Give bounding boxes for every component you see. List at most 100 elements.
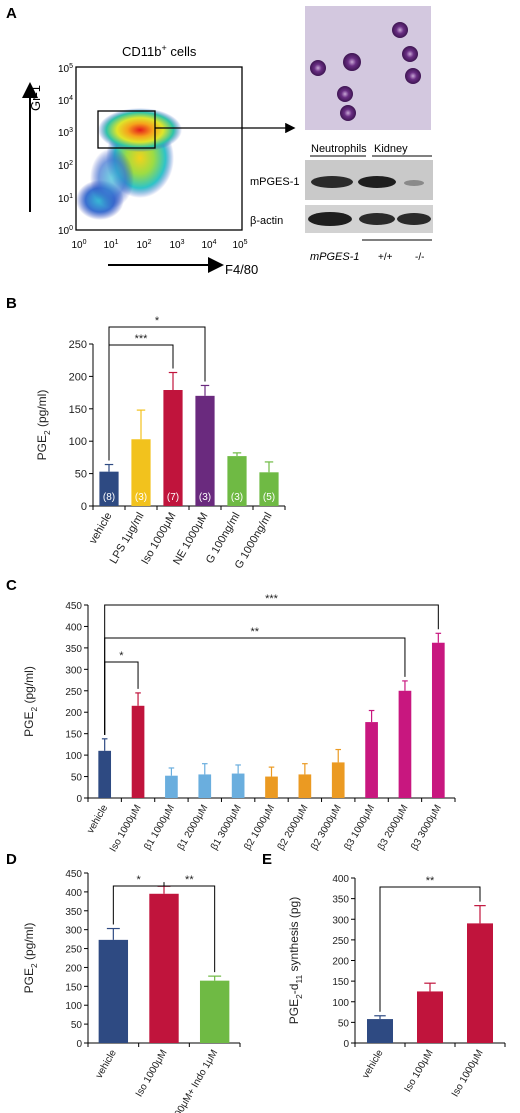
panel-b-y-tick-label: 250: [69, 339, 87, 351]
panel-e-y-tick-label: 350: [332, 895, 349, 906]
panel-b-significance-label: *: [155, 315, 160, 327]
panel-d-bar: [98, 939, 129, 1043]
panel-e-y-label: PGE2-d11 synthesis (pg): [287, 897, 304, 1024]
flow-gate: [97, 110, 156, 149]
flow-x-tick: 102: [136, 239, 151, 251]
panel-b-y-tick-label: 200: [69, 371, 87, 383]
panel-c-category-label: β1 3000μM: [209, 803, 244, 852]
panel-d-y-tick-label: 400: [65, 888, 82, 899]
panel-c-letter: C: [6, 577, 17, 594]
panel-c-y-tick-label: 200: [65, 708, 82, 719]
panel-e-category-label: Iso 1000μM: [450, 1048, 486, 1099]
panel-e-y-tick-label: 100: [332, 998, 349, 1009]
flow-y-label: Gr-1: [28, 85, 43, 111]
panel-d-y-label: PGE2 (pg/ml): [22, 923, 39, 994]
panel-c-y-tick-label: 100: [65, 751, 82, 762]
panel-d-y-tick-label: 50: [71, 1020, 83, 1031]
panel-c-bar: [331, 762, 345, 798]
panel-e-letter: E: [262, 851, 272, 868]
flow-x-label: F4/80: [225, 262, 258, 277]
flow-y-ticks: 100 101 102 103 104 105: [58, 63, 73, 237]
chart-panel-e: 0 50 100 150 200 250 300 350 400 PGE2-d11 synthes…: [287, 874, 506, 1099]
panel-b-y-label: PGE2 (pg/ml): [35, 390, 52, 461]
panel-b-n-label: (3): [135, 492, 147, 503]
chart-panel-c: 0 50 100 150 200 250 300 350 400 450 PGE2 (pg/ml) v…: [22, 593, 456, 854]
panel-b-n-label: (7): [167, 492, 179, 503]
panel-a-letter: A: [6, 5, 17, 22]
cell-image: [310, 60, 326, 76]
panel-b-bar: [163, 390, 183, 506]
panel-b-y-tick-label: 50: [75, 469, 87, 481]
blot-band: [359, 213, 395, 225]
panel-c-significance-bracket: [104, 637, 406, 735]
panel-b-y-tick-label: 100: [69, 436, 87, 448]
flow-plot-title: CD11b+ cells: [122, 43, 197, 59]
blot-band: [358, 176, 396, 188]
panel-c-y-tick-label: 0: [76, 794, 82, 805]
panel-c-category-label: β1 2000μM: [176, 803, 211, 852]
panel-e-category-label: vehicle: [361, 1048, 386, 1081]
panel-b-bar: [195, 395, 215, 506]
blot-genotype-ko: -/-: [415, 252, 424, 263]
panel-e-y-tick-label: 400: [332, 874, 349, 885]
flow-cluster-tail: [90, 148, 134, 208]
panel-b-bar: [99, 471, 119, 506]
blot-row-mpges1: mPGES-1: [250, 176, 300, 188]
flow-y-tick: 100: [58, 225, 73, 237]
panel-c-significance-label: *: [119, 650, 124, 662]
panel-b-letter: B: [6, 295, 17, 312]
flow-x-tick: 100: [71, 239, 86, 251]
panel-d-y-tick-label: 100: [65, 1001, 82, 1012]
panel-c-bar: [365, 722, 378, 798]
panel-c-significance-label: **: [251, 626, 260, 638]
panel-c-bar: [165, 775, 178, 798]
flow-y-tick: 105: [58, 63, 73, 75]
panel-c-significance-bracket: [104, 661, 139, 735]
panel-c-category-label: β2 3000μM: [309, 803, 344, 852]
chart-panel-b: 0 50 100 150 200 250 PGE2 (pg/ml) (8) vehicle (3)…: [35, 315, 286, 571]
blot-genotype-wt: +/+: [378, 252, 393, 263]
blot-header-neutrophils: Neutrophils: [311, 143, 367, 155]
panel-e-bar: [467, 923, 493, 1043]
panel-d-significance-label: *: [137, 874, 142, 886]
panel-d-y-tick-label: 250: [65, 945, 82, 956]
western-blot: Neutrophils Kidney mPGES-1 β-actin mPGES…: [250, 143, 433, 263]
flow-y-tick: 103: [58, 127, 73, 139]
panel-c-bar: [231, 773, 245, 798]
panel-c-category-label: β2 1000μM: [242, 803, 277, 852]
panel-d-letter: D: [6, 851, 17, 868]
blot-band: [308, 212, 352, 226]
panel-c-category-label: vehicle: [85, 803, 110, 836]
panel-b-category-label: vehicle: [87, 511, 115, 547]
panel-b-significance-label: ***: [135, 333, 149, 345]
panel-b-n-label: (8): [103, 492, 115, 503]
panel-e-y-tick-label: 200: [332, 957, 349, 968]
flow-y-tick: 102: [58, 160, 73, 172]
panel-d-significance-label: **: [185, 874, 194, 886]
panel-b-n-label: (5): [263, 492, 275, 503]
panel-b-n-label: (3): [231, 492, 243, 503]
chart-panel-d: 0 50 100 150 200 250 300 350 400 450 PGE2 (pg/ml) v…: [22, 869, 241, 1113]
blot-band: [397, 213, 431, 225]
flow-x-tick: 103: [169, 239, 184, 251]
blot-band: [311, 176, 353, 188]
panel-d-y-tick-label: 350: [65, 907, 82, 918]
panel-b-significance-bracket: [108, 326, 206, 461]
cell-image: [402, 46, 418, 62]
panel-d-y-tick-label: 300: [65, 926, 82, 937]
panel-e-y-tick-label: 0: [343, 1039, 349, 1050]
flow-y-tick: 101: [58, 193, 73, 205]
flow-x-tick: 104: [201, 239, 216, 251]
cell-image: [340, 105, 356, 121]
panel-d-y-tick-label: 150: [65, 982, 82, 993]
cell-image: [405, 68, 421, 84]
cell-image: [392, 22, 408, 38]
panel-b-n-label: (3): [199, 492, 211, 503]
panel-e-significance-bracket: [379, 886, 481, 1012]
cell-image: [343, 53, 361, 71]
neutrophil-micrograph: [305, 6, 431, 130]
panel-c-y-tick-label: 400: [65, 622, 82, 633]
panel-b-y-tick-label: 0: [81, 501, 87, 513]
panel-b-bar: [259, 472, 279, 506]
